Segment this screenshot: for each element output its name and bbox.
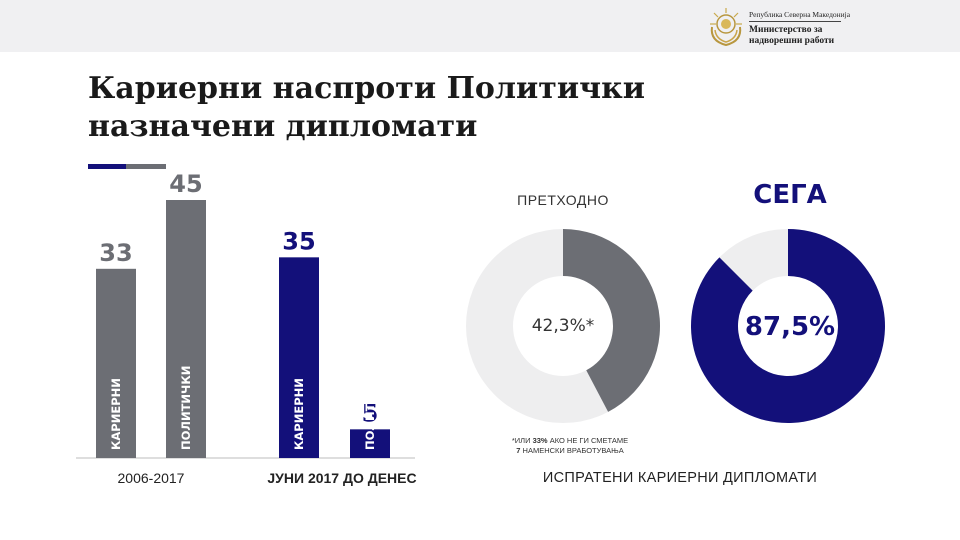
group-label-june-2017: ЈУНИ 2017 ДО ДЕНЕС	[267, 470, 417, 486]
republic-name: Република Северна Македонија	[749, 10, 850, 22]
bar-category-1-1: ПОЛИТИЧКИ	[363, 366, 377, 450]
organization-name: Република Северна Македонија Министерств…	[749, 10, 899, 47]
footnote-highlight-percent: 33%	[532, 436, 548, 445]
bar-value-0-1: 45	[169, 170, 202, 198]
bar-value-0-0: 33	[99, 239, 132, 267]
bar-value-1-1: 5	[362, 399, 379, 427]
donut-before	[466, 229, 660, 423]
bar-category-0-0: КАРИЕРНИ	[109, 378, 123, 450]
donut-now-value: 87,5%	[744, 312, 836, 342]
footnote-mid: АКО НЕ ГИ СМЕТАМЕ	[549, 436, 629, 445]
header-bar: Република Северна Македонија Министерств…	[0, 0, 960, 52]
donut-before-title: ПРЕТХОДНО	[517, 192, 609, 208]
bar-1-1	[350, 429, 390, 458]
page-title: Кариерни наспроти Политички назначени ди…	[88, 70, 648, 146]
bar-category-1-0: КАРИЕРНИ	[292, 378, 306, 450]
title-line-1: Кариерни наспроти Политички	[88, 71, 646, 106]
footnote: *ИЛИ 33% АКО НЕ ГИ СМЕТАМЕ 7 НАМЕНСКИ ВР…	[490, 436, 650, 456]
ministry-line-1: Министерство за	[749, 25, 823, 35]
bar-category-0-1: ПОЛИТИЧКИ	[179, 366, 193, 450]
donut-now	[691, 229, 885, 423]
title-line-2: назначени дипломати	[88, 109, 478, 144]
accent-underline	[88, 164, 166, 169]
bar-0-1	[166, 200, 206, 458]
footnote-prefix: *ИЛИ	[511, 436, 531, 445]
donut-before-value: 42,3%*	[531, 316, 595, 336]
ministry-line-2: надворешни работи	[749, 36, 835, 46]
group-label-2006-2017: 2006-2017	[117, 470, 185, 486]
bar-1-0	[279, 257, 319, 458]
footnote-suffix: НАМЕНСКИ ВРАБОТУВАЊА	[522, 446, 624, 455]
bar-0-0	[96, 268, 136, 458]
bar-value-1-0: 35	[282, 227, 315, 255]
coat-of-arms-icon	[710, 8, 742, 47]
footnote-highlight-count: 7	[516, 446, 521, 455]
donut-now-title: СЕГА	[753, 180, 827, 210]
donut-caption: ИСПРАТЕНИ КАРИЕРНИ ДИПЛОМАТИ	[542, 470, 818, 486]
donut1-value-slice	[563, 229, 660, 412]
accent-navy-segment	[88, 164, 126, 169]
accent-gray-segment	[126, 164, 166, 169]
donut2-value-slice	[691, 229, 885, 423]
